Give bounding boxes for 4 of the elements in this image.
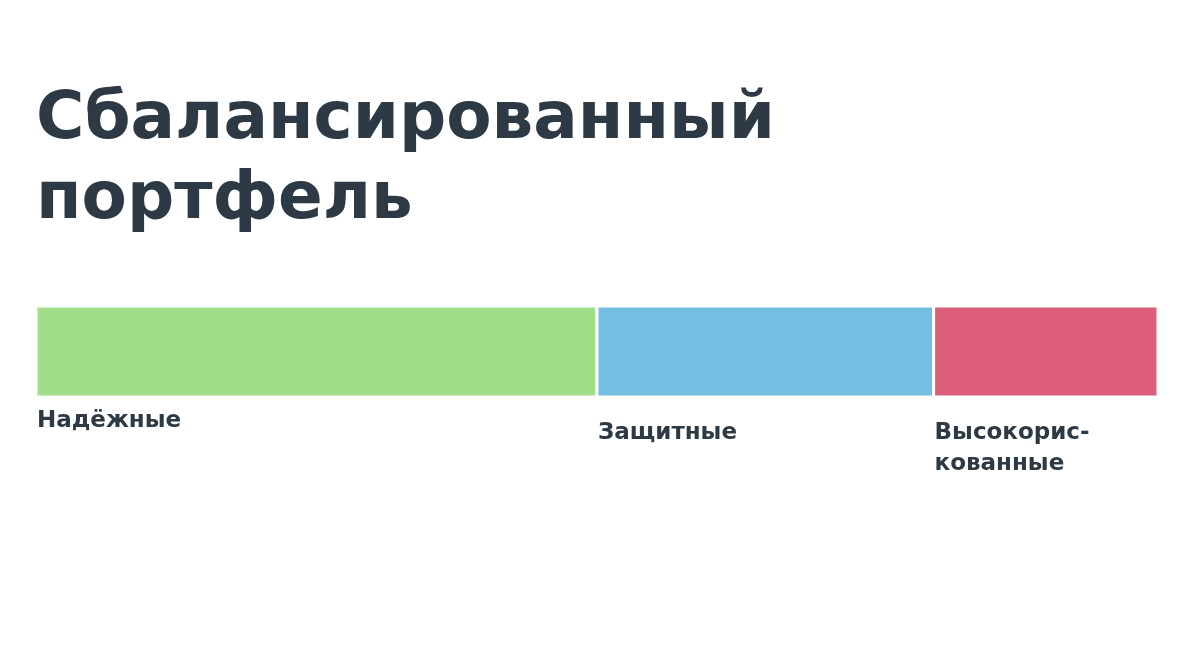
series-label: Защитные [598,418,738,444]
chart-title: Сбалансированный портфель [36,76,776,236]
series-label: Высокорис-кованные [934,418,1090,475]
series-label: Надёжные [37,406,182,432]
